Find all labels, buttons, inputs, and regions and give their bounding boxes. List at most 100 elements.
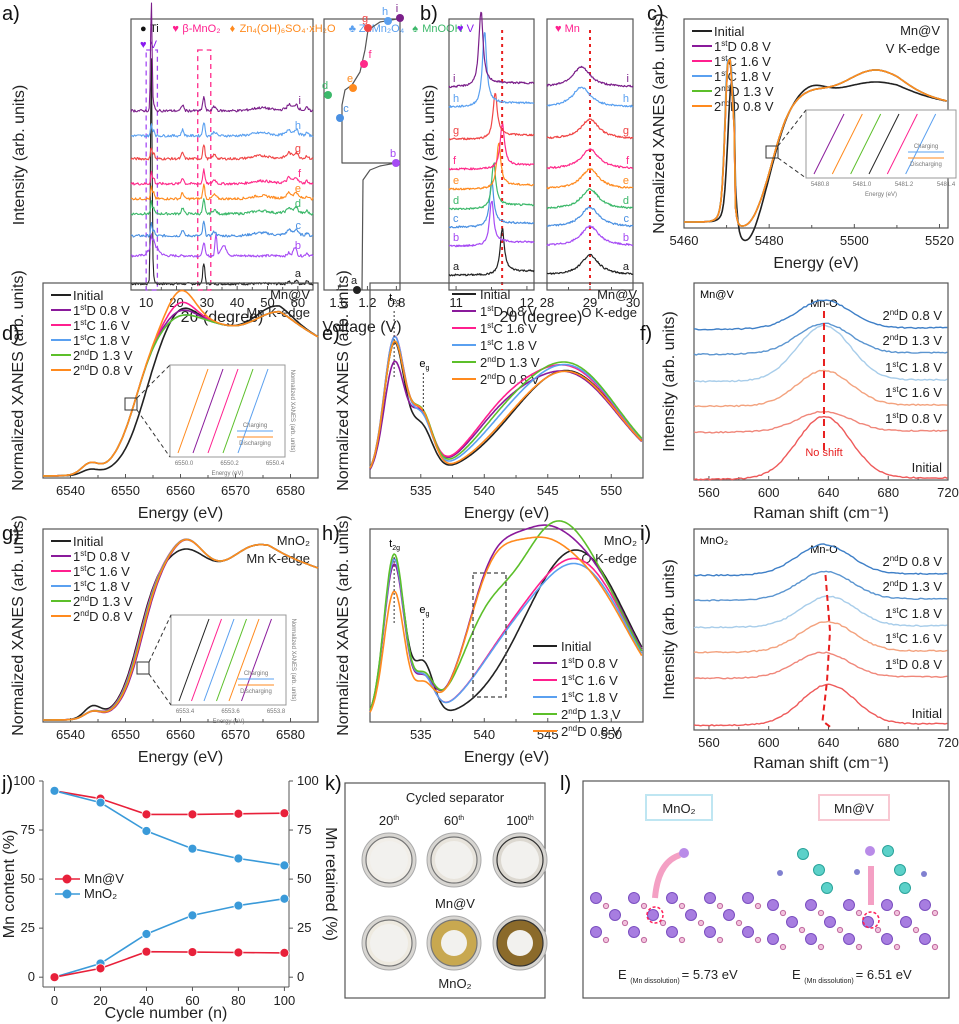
legend-marker [62, 874, 72, 884]
x-tick-label: 5500 [840, 233, 869, 248]
legend-label: 2ndD 1.3 V [73, 594, 133, 609]
xrd-trace-f [130, 168, 314, 186]
x-tick-label: 6570 [221, 727, 250, 742]
column-label: 20th [379, 813, 399, 828]
x-tick-label: 540 [473, 483, 495, 498]
t2g-label: t2g [389, 538, 400, 552]
corner-text: MnO₂ [277, 533, 310, 548]
data-point [279, 947, 290, 958]
legend-label: Ti [150, 23, 159, 35]
separator-center [441, 930, 467, 956]
inset-xlabel: Energy (eV) [865, 192, 897, 198]
y-axis-label: Normalized XANES (arb. units) [335, 270, 352, 491]
legend-marker: ♥ [172, 23, 179, 35]
state-label: d [322, 80, 328, 92]
peak-label: Mn-O [810, 298, 838, 310]
xrd-trace-i [130, 2, 314, 113]
x-tick-label: 100 [274, 993, 296, 1008]
trace-label: d [453, 195, 459, 207]
y-right-tick-label: 100 [297, 773, 319, 788]
legend-label: Zn₄(OH)₆SO₄·xH₂O [240, 23, 336, 35]
legend-label: 2ndD 0.8 V [561, 724, 621, 739]
nh4-molecule [921, 871, 927, 877]
trace-label: h [623, 93, 629, 105]
y-axis-label: Normalized XANES (arb. units) [335, 515, 352, 736]
trace-label: i [627, 73, 629, 85]
trace-label: g [295, 143, 301, 155]
mno2-o-atom [697, 919, 705, 927]
x-tick-label: 6550 [111, 727, 140, 742]
state-marker-f [360, 60, 368, 68]
mnv-mn-atom [767, 899, 779, 911]
x-tick-label: 6550 [111, 483, 140, 498]
y-right-tick-label: 50 [297, 871, 311, 886]
panel-label: e) [322, 323, 340, 345]
trace-label: 1stC 1.8 V [885, 360, 942, 375]
inset-ylabel: Normalized XANES (arb. units) [289, 370, 295, 453]
x-tick-label: 6580 [276, 483, 305, 498]
legend-label: 1stC 1.6 V [714, 54, 771, 69]
x-tick-label: 29 [583, 295, 597, 310]
legend-label: 2ndD 0.8 V [714, 99, 774, 114]
trace-label: e [453, 175, 459, 187]
legend-label: 2ndD 0.8 V [73, 609, 133, 624]
state-label: b [390, 148, 396, 160]
b-trace-a [448, 228, 535, 277]
state-marker-b [392, 159, 400, 167]
separator-center [370, 841, 408, 879]
annotation: ♥ Mn [555, 23, 580, 35]
legend-label: Initial [73, 534, 103, 549]
oxanes-series-e-3 [369, 335, 643, 469]
legend-marker: ♠ [412, 23, 418, 35]
mno2-mn-atom [590, 926, 602, 938]
raman-trace-3 [693, 620, 948, 654]
separator-center [370, 924, 408, 962]
x-tick-label: 560 [698, 485, 720, 500]
legend-label: 2ndD 0.8 V [73, 363, 133, 378]
oxanes-series-h-5 [369, 536, 643, 713]
inset-series [241, 618, 272, 702]
v-atom [797, 848, 809, 860]
x-tick-label: 40 [139, 993, 153, 1008]
separator-center [507, 930, 533, 956]
inset-tick: 5481.0 [853, 182, 872, 188]
mno2-mn-atom [609, 909, 621, 921]
v-atom [813, 864, 825, 876]
mno2-o-atom [716, 902, 724, 910]
b-trace-b [546, 225, 634, 247]
data-point [141, 946, 152, 957]
x-tick-label: 5480 [755, 233, 784, 248]
x-tick-label: 5460 [670, 233, 699, 248]
mno2-mn-atom [685, 909, 697, 921]
voltage-curve [341, 18, 398, 291]
mnv-mn-atom [881, 933, 893, 945]
x-axis-label: Energy (eV) [138, 749, 223, 766]
peak-label: Mn-O [810, 544, 838, 556]
trace-label: e [295, 183, 301, 195]
x-tick-label: 560 [698, 735, 720, 750]
panel-label: f) [640, 323, 652, 345]
raman-frame-i [693, 528, 949, 731]
legend-label: 1stC 1.8 V [561, 690, 618, 705]
legend-label: 1stC 1.8 V [73, 579, 130, 594]
corner-text: MnO₂ [604, 533, 637, 548]
x-tick-label: 545 [537, 483, 559, 498]
trace-label: a [453, 261, 460, 273]
trace-label: i [453, 73, 455, 85]
state-marker-h [384, 17, 392, 25]
annotation: ♥ V [457, 23, 475, 35]
y-axis-label-right: Mn retained (%) [322, 827, 339, 941]
mno2-mn-atom [590, 892, 602, 904]
xanes-series-g-5 [43, 538, 319, 721]
inset-series [191, 618, 222, 702]
legend-label: 1stC 1.6 V [73, 318, 130, 333]
mnv-o-atom [912, 926, 920, 934]
series-line-1 [54, 790, 285, 867]
raman-trace-4 [693, 651, 948, 680]
y-axis-label: Normalized XANES (arb. units) [10, 515, 27, 736]
mnv-o-atom [931, 943, 939, 951]
mno2-o-atom [602, 936, 610, 944]
xrd-trace-e [130, 183, 314, 201]
trace-label: Initial [912, 706, 942, 721]
